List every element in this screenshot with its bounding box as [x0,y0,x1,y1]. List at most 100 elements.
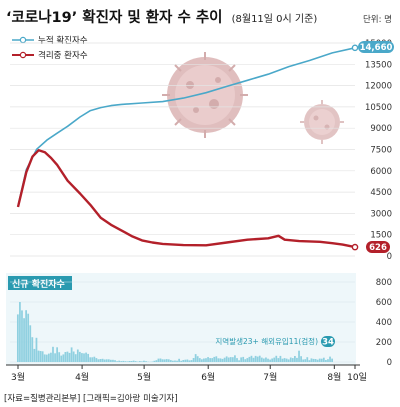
unit-label: 단위: 명 [363,14,392,25]
bar [240,357,243,362]
bar [236,358,238,362]
bottom-y-tick-labels: 0 200 400 600 800 [376,278,392,368]
bar [54,353,56,362]
bar [176,360,178,362]
bar [91,357,94,362]
bar [219,358,222,362]
source-credit: [자료=질병관리본부] [그래픽=김아랑 미술기자] [4,393,178,404]
bar [163,359,166,362]
bar [254,355,257,362]
end-point-cumulative [351,44,359,52]
bar [213,356,216,362]
bar [325,360,327,362]
bar [302,359,305,362]
bar [159,358,162,362]
y-tick-label: 9000 [370,124,392,134]
legend-item-cumulative: 누적 확진자수 [12,35,88,46]
bar [300,356,302,362]
bar [180,360,183,362]
bar [238,360,240,362]
x-tick-label: 3월 [11,371,25,383]
bar [260,357,263,362]
y-tick-label: 6000 [370,167,392,177]
bar [110,359,112,362]
x-tick-labels: 3월 4월 5월 6월 7월 8월 10일 [11,365,367,383]
bar [174,360,176,362]
bar [215,356,218,362]
badge-isolated-value: 626 [369,243,387,253]
bar [95,358,98,362]
bar [165,359,168,362]
bar [258,355,261,362]
bar [229,357,232,362]
bar [277,358,280,362]
x-tick-label: 10일 [347,372,367,383]
bar [273,357,276,362]
bar [19,302,21,362]
bar [184,359,187,362]
bar [76,349,79,362]
chart-title: ‘코로나19’ 확진자 및 환자 수 추이 (8월11일 0시 기준) [6,7,317,26]
y-tick-label: 7500 [370,146,392,156]
bar [320,358,323,362]
virus-illustration-large-icon [162,52,248,138]
bar [25,310,27,362]
bar [194,354,197,362]
bar [16,314,19,362]
bar [120,361,123,362]
bar [188,360,191,362]
bar [143,360,145,362]
bar [50,352,52,362]
bar [97,359,100,362]
bar [72,351,75,362]
bar [85,352,87,362]
y-tick-label: 12000 [365,82,392,92]
bar [186,359,189,362]
bar [250,355,253,362]
bar [141,361,143,362]
bar [70,347,73,362]
bar [153,360,156,362]
bar [192,358,195,362]
bar [263,358,265,362]
bar [128,361,131,362]
bar [39,351,42,362]
bar [118,360,121,362]
bar [161,359,164,362]
bar [79,351,81,362]
bar [244,359,247,362]
bar [256,356,259,362]
x-tick-label: 4월 [75,371,89,383]
bar [112,359,114,362]
bar [31,337,34,362]
bar [223,357,226,362]
x-tick-label: 8월 [327,371,341,383]
y-tick-label: 800 [376,278,392,288]
bar [327,359,329,362]
bar [155,360,158,362]
bar [126,361,129,362]
bar [68,352,71,362]
bar [265,357,267,362]
bar [207,357,209,362]
bar [56,347,58,362]
bar [314,359,317,362]
bar [331,358,333,362]
new-cases-label: 신규 확진자수 [12,278,65,290]
series-line-isolated [16,149,356,249]
bar [200,359,203,362]
new-cases-bars [16,302,333,362]
bar [29,325,32,362]
bar [312,358,315,362]
bar [196,356,199,362]
bar [103,359,106,362]
bar [87,353,90,362]
series-line-cumulative [17,47,356,207]
bar [145,361,147,362]
x-tick-label: 7월 [263,371,277,383]
bar [47,353,50,362]
bar [66,351,69,362]
bar [37,350,40,362]
bar [296,357,298,362]
bar [105,359,108,362]
